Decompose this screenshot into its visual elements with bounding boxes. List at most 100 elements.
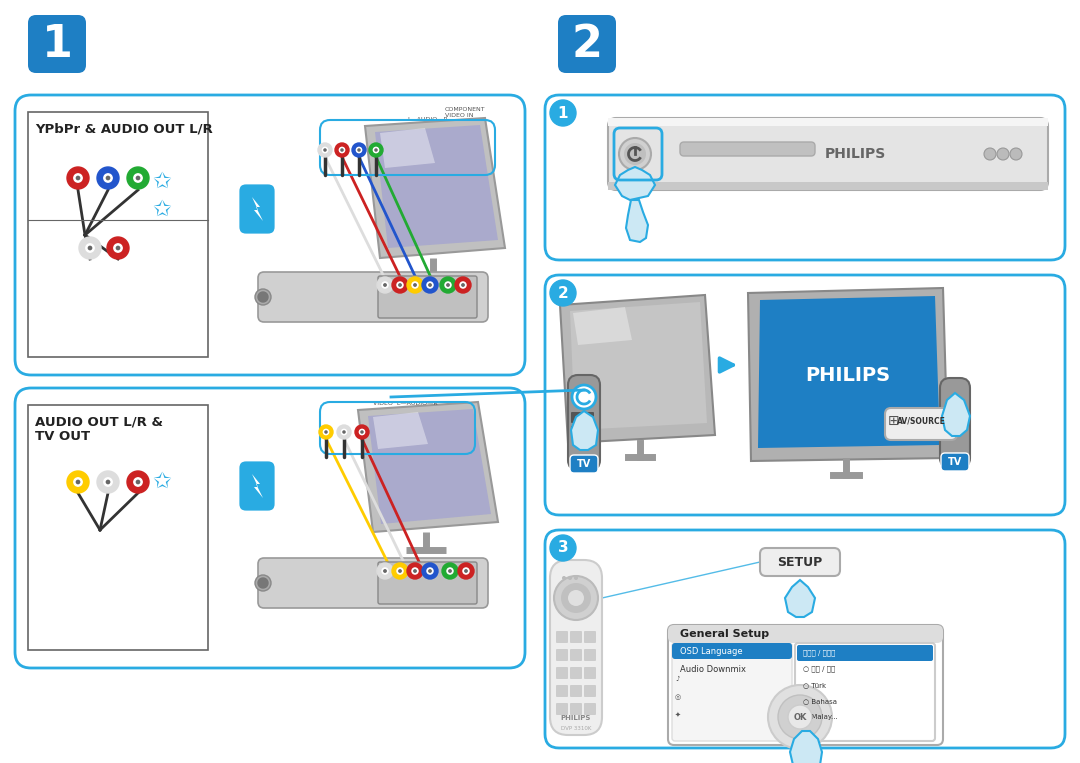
Text: 1: 1 xyxy=(557,105,568,121)
Text: ✩: ✩ xyxy=(152,472,172,492)
Circle shape xyxy=(335,143,349,157)
Circle shape xyxy=(85,244,94,253)
FancyBboxPatch shape xyxy=(545,95,1065,260)
FancyBboxPatch shape xyxy=(15,388,525,668)
FancyBboxPatch shape xyxy=(795,643,935,741)
FancyBboxPatch shape xyxy=(669,625,943,745)
Circle shape xyxy=(429,570,431,572)
Circle shape xyxy=(383,570,387,572)
Circle shape xyxy=(258,292,268,302)
Text: ○ Türk: ○ Türk xyxy=(804,682,826,688)
Circle shape xyxy=(997,148,1009,160)
Text: 3: 3 xyxy=(557,540,568,555)
Circle shape xyxy=(375,149,377,151)
Text: ✦: ✦ xyxy=(675,712,680,718)
Circle shape xyxy=(399,570,401,572)
Text: 日本語 / 한국어: 日本語 / 한국어 xyxy=(804,650,835,656)
Circle shape xyxy=(382,282,388,288)
Text: SETUP: SETUP xyxy=(778,555,823,568)
FancyBboxPatch shape xyxy=(583,426,594,437)
FancyBboxPatch shape xyxy=(570,703,582,715)
FancyBboxPatch shape xyxy=(584,631,596,643)
Polygon shape xyxy=(252,474,264,498)
FancyBboxPatch shape xyxy=(669,625,943,643)
FancyBboxPatch shape xyxy=(672,643,792,659)
Circle shape xyxy=(337,425,351,439)
Circle shape xyxy=(360,430,365,435)
FancyBboxPatch shape xyxy=(584,649,596,661)
Circle shape xyxy=(392,277,408,293)
FancyBboxPatch shape xyxy=(584,685,596,697)
Circle shape xyxy=(325,431,327,433)
FancyBboxPatch shape xyxy=(568,375,600,470)
Text: ♪: ♪ xyxy=(675,676,679,682)
Circle shape xyxy=(341,430,347,435)
Circle shape xyxy=(984,148,996,160)
Circle shape xyxy=(392,563,408,579)
FancyBboxPatch shape xyxy=(238,460,276,512)
FancyBboxPatch shape xyxy=(558,15,616,73)
FancyBboxPatch shape xyxy=(556,631,568,643)
FancyBboxPatch shape xyxy=(258,558,488,608)
Text: ○ Malay...: ○ Malay... xyxy=(804,714,838,720)
FancyBboxPatch shape xyxy=(797,645,933,661)
Circle shape xyxy=(377,563,393,579)
FancyBboxPatch shape xyxy=(672,643,792,741)
Circle shape xyxy=(356,147,362,153)
Polygon shape xyxy=(252,197,264,221)
Circle shape xyxy=(374,147,379,153)
FancyBboxPatch shape xyxy=(556,703,568,715)
Circle shape xyxy=(89,246,92,250)
Circle shape xyxy=(1010,148,1022,160)
Circle shape xyxy=(79,237,102,259)
Circle shape xyxy=(422,563,438,579)
Circle shape xyxy=(464,570,468,572)
Circle shape xyxy=(411,568,418,574)
Polygon shape xyxy=(789,731,822,763)
Polygon shape xyxy=(758,296,940,448)
FancyBboxPatch shape xyxy=(608,182,1048,190)
Circle shape xyxy=(377,277,393,293)
FancyBboxPatch shape xyxy=(940,378,970,468)
Circle shape xyxy=(397,568,403,574)
Circle shape xyxy=(97,471,119,493)
Text: PHILIPS: PHILIPS xyxy=(805,366,890,385)
FancyBboxPatch shape xyxy=(584,667,596,679)
FancyBboxPatch shape xyxy=(583,412,594,423)
FancyBboxPatch shape xyxy=(760,548,840,576)
FancyBboxPatch shape xyxy=(570,631,582,643)
Circle shape xyxy=(447,568,453,574)
Circle shape xyxy=(357,149,360,151)
FancyBboxPatch shape xyxy=(571,426,582,437)
Circle shape xyxy=(339,147,345,153)
Circle shape xyxy=(440,277,456,293)
FancyBboxPatch shape xyxy=(556,667,568,679)
Polygon shape xyxy=(942,393,970,436)
FancyBboxPatch shape xyxy=(556,685,568,697)
Text: ○ 中文 / 繁體: ○ 中文 / 繁體 xyxy=(804,665,835,672)
Circle shape xyxy=(117,246,120,250)
Circle shape xyxy=(397,282,403,288)
Circle shape xyxy=(324,149,326,151)
Text: AUDIO OUT L/R &
TV OUT: AUDIO OUT L/R & TV OUT xyxy=(35,415,163,443)
Polygon shape xyxy=(570,302,707,430)
Circle shape xyxy=(449,570,451,572)
FancyBboxPatch shape xyxy=(608,118,1048,190)
Polygon shape xyxy=(626,200,648,242)
Circle shape xyxy=(73,478,82,486)
Text: DVP 3310K: DVP 3310K xyxy=(561,726,591,730)
FancyBboxPatch shape xyxy=(238,183,276,235)
Text: Audio Downmix: Audio Downmix xyxy=(680,665,746,674)
Circle shape xyxy=(411,282,418,288)
FancyBboxPatch shape xyxy=(28,15,86,73)
Circle shape xyxy=(414,570,416,572)
FancyBboxPatch shape xyxy=(570,667,582,679)
FancyBboxPatch shape xyxy=(258,272,488,322)
FancyBboxPatch shape xyxy=(378,562,477,604)
Circle shape xyxy=(407,563,423,579)
Circle shape xyxy=(568,576,572,580)
Circle shape xyxy=(104,478,112,486)
FancyBboxPatch shape xyxy=(378,276,477,318)
Circle shape xyxy=(568,590,584,606)
FancyBboxPatch shape xyxy=(28,112,208,357)
